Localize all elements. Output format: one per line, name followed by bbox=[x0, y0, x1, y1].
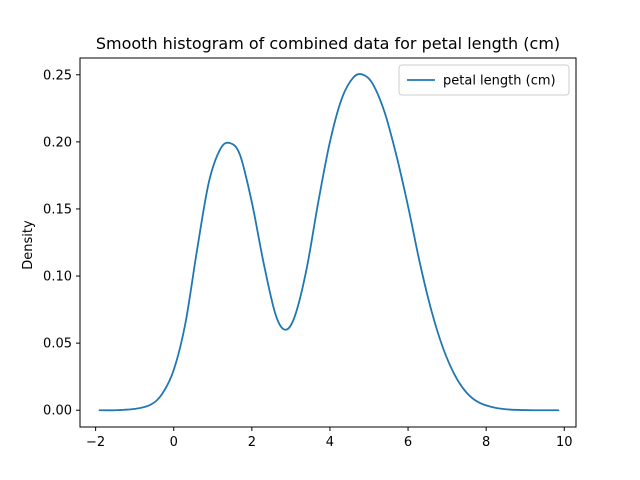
x-tick-label: 4 bbox=[326, 435, 334, 450]
plot-frame bbox=[79, 57, 577, 428]
series-line-0 bbox=[98, 73, 560, 412]
x-tick-label: 6 bbox=[404, 435, 412, 450]
x-tick-label: −2 bbox=[86, 435, 105, 450]
y-axis-label: Density bbox=[21, 220, 36, 270]
legend: petal length (cm) bbox=[398, 64, 570, 96]
x-tick-label: 2 bbox=[248, 435, 256, 450]
y-tick-label: 0.05 bbox=[43, 337, 72, 352]
y-tick-label: 0.25 bbox=[43, 68, 72, 83]
x-axis-ticks: −2 0 2 4 6 8 10 bbox=[86, 427, 573, 450]
y-tick-label: 0.15 bbox=[43, 202, 72, 217]
legend-box bbox=[398, 64, 570, 96]
y-tick-label: 0.20 bbox=[43, 135, 72, 150]
y-axis-ticks: 0.00 0.05 0.10 0.15 0.20 0.25 bbox=[43, 68, 80, 419]
x-tick-label: 0 bbox=[170, 435, 178, 450]
x-tick-label: 10 bbox=[556, 435, 573, 450]
legend-label: petal length (cm) bbox=[443, 74, 556, 89]
y-tick-label: 0.00 bbox=[43, 404, 72, 419]
x-tick-label: 8 bbox=[482, 435, 490, 450]
chart-title: Smooth histogram of combined data for pe… bbox=[96, 34, 560, 53]
y-tick-label: 0.10 bbox=[43, 270, 72, 285]
plot-area bbox=[98, 73, 560, 412]
